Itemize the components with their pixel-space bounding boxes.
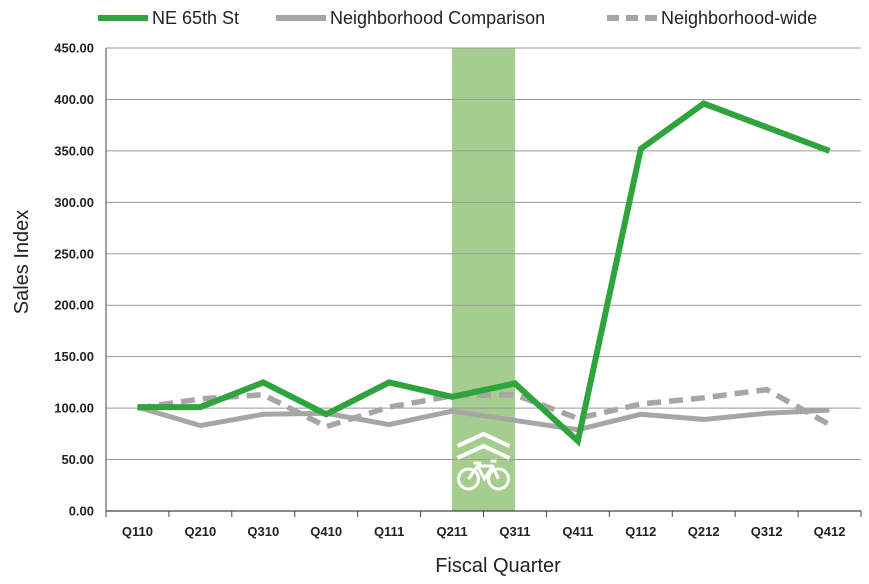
y-tick-label: 400.00 (54, 92, 94, 107)
series-line-ne-65th-st (137, 100, 831, 447)
legend-label: Neighborhood Comparison (330, 8, 545, 28)
frame-icon (467, 464, 500, 480)
y-tick-label: 300.00 (54, 195, 94, 210)
highlight-band (452, 48, 515, 511)
x-tick-label: Q112 (625, 524, 656, 539)
bicycle-lane-icon (456, 431, 511, 491)
series-lines (136, 100, 831, 447)
y-axis-title: Sales Index (11, 210, 33, 315)
gridlines (105, 47, 862, 517)
x-tick-label: Q111 (374, 524, 404, 539)
x-tick-label: Q410 (310, 524, 342, 539)
series-line-neighborhood-wide (137, 386, 831, 430)
x-tick-label: Q211 (436, 524, 467, 539)
x-tick-labels: Q110 Q210 Q310 Q410 Q111 Q211 Q311 Q411 Q112 Q212… (122, 524, 846, 539)
y-tick-label: 250.00 (54, 246, 94, 261)
x-tick-label: Q210 (184, 524, 216, 539)
frame-icon (476, 465, 494, 483)
x-tick-label: Q110 (122, 524, 153, 539)
chevron-icon (456, 443, 511, 460)
legend-label: Neighborhood-wide (661, 8, 817, 28)
y-tick-label: 50.00 (61, 452, 94, 467)
y-tick-label: 450.00 (54, 41, 94, 56)
wheel-icon (457, 467, 480, 491)
y-tick-label: 150.00 (54, 349, 94, 364)
y-tick-label: 100.00 (54, 401, 94, 416)
y-tick-label: 200.00 (54, 298, 94, 313)
y-tick-label: 0.00 (69, 504, 94, 519)
x-tick-label: Q412 (814, 524, 846, 539)
y-tick-labels: 0.00 50.00 100.00 150.00 200.00 250.00 300.00 3… (54, 41, 94, 519)
series-line-neighborhood-comparison (136, 404, 830, 433)
x-tick-label: Q212 (688, 524, 720, 539)
legend-label: NE 65th St (152, 8, 239, 28)
x-tick-label: Q411 (562, 524, 593, 539)
legend: NE 65th St Neighborhood Comparison Neighbo… (98, 8, 817, 28)
x-tick-label: Q311 (499, 524, 530, 539)
x-axis-title: Fiscal Quarter (435, 555, 561, 577)
wheel-icon (487, 467, 510, 491)
chevron-icon (456, 431, 511, 448)
y-tick-label: 350.00 (54, 143, 94, 158)
highlight-band-layer (452, 48, 515, 511)
x-tick-label: Q312 (751, 524, 783, 539)
x-tick-label: Q310 (247, 524, 279, 539)
